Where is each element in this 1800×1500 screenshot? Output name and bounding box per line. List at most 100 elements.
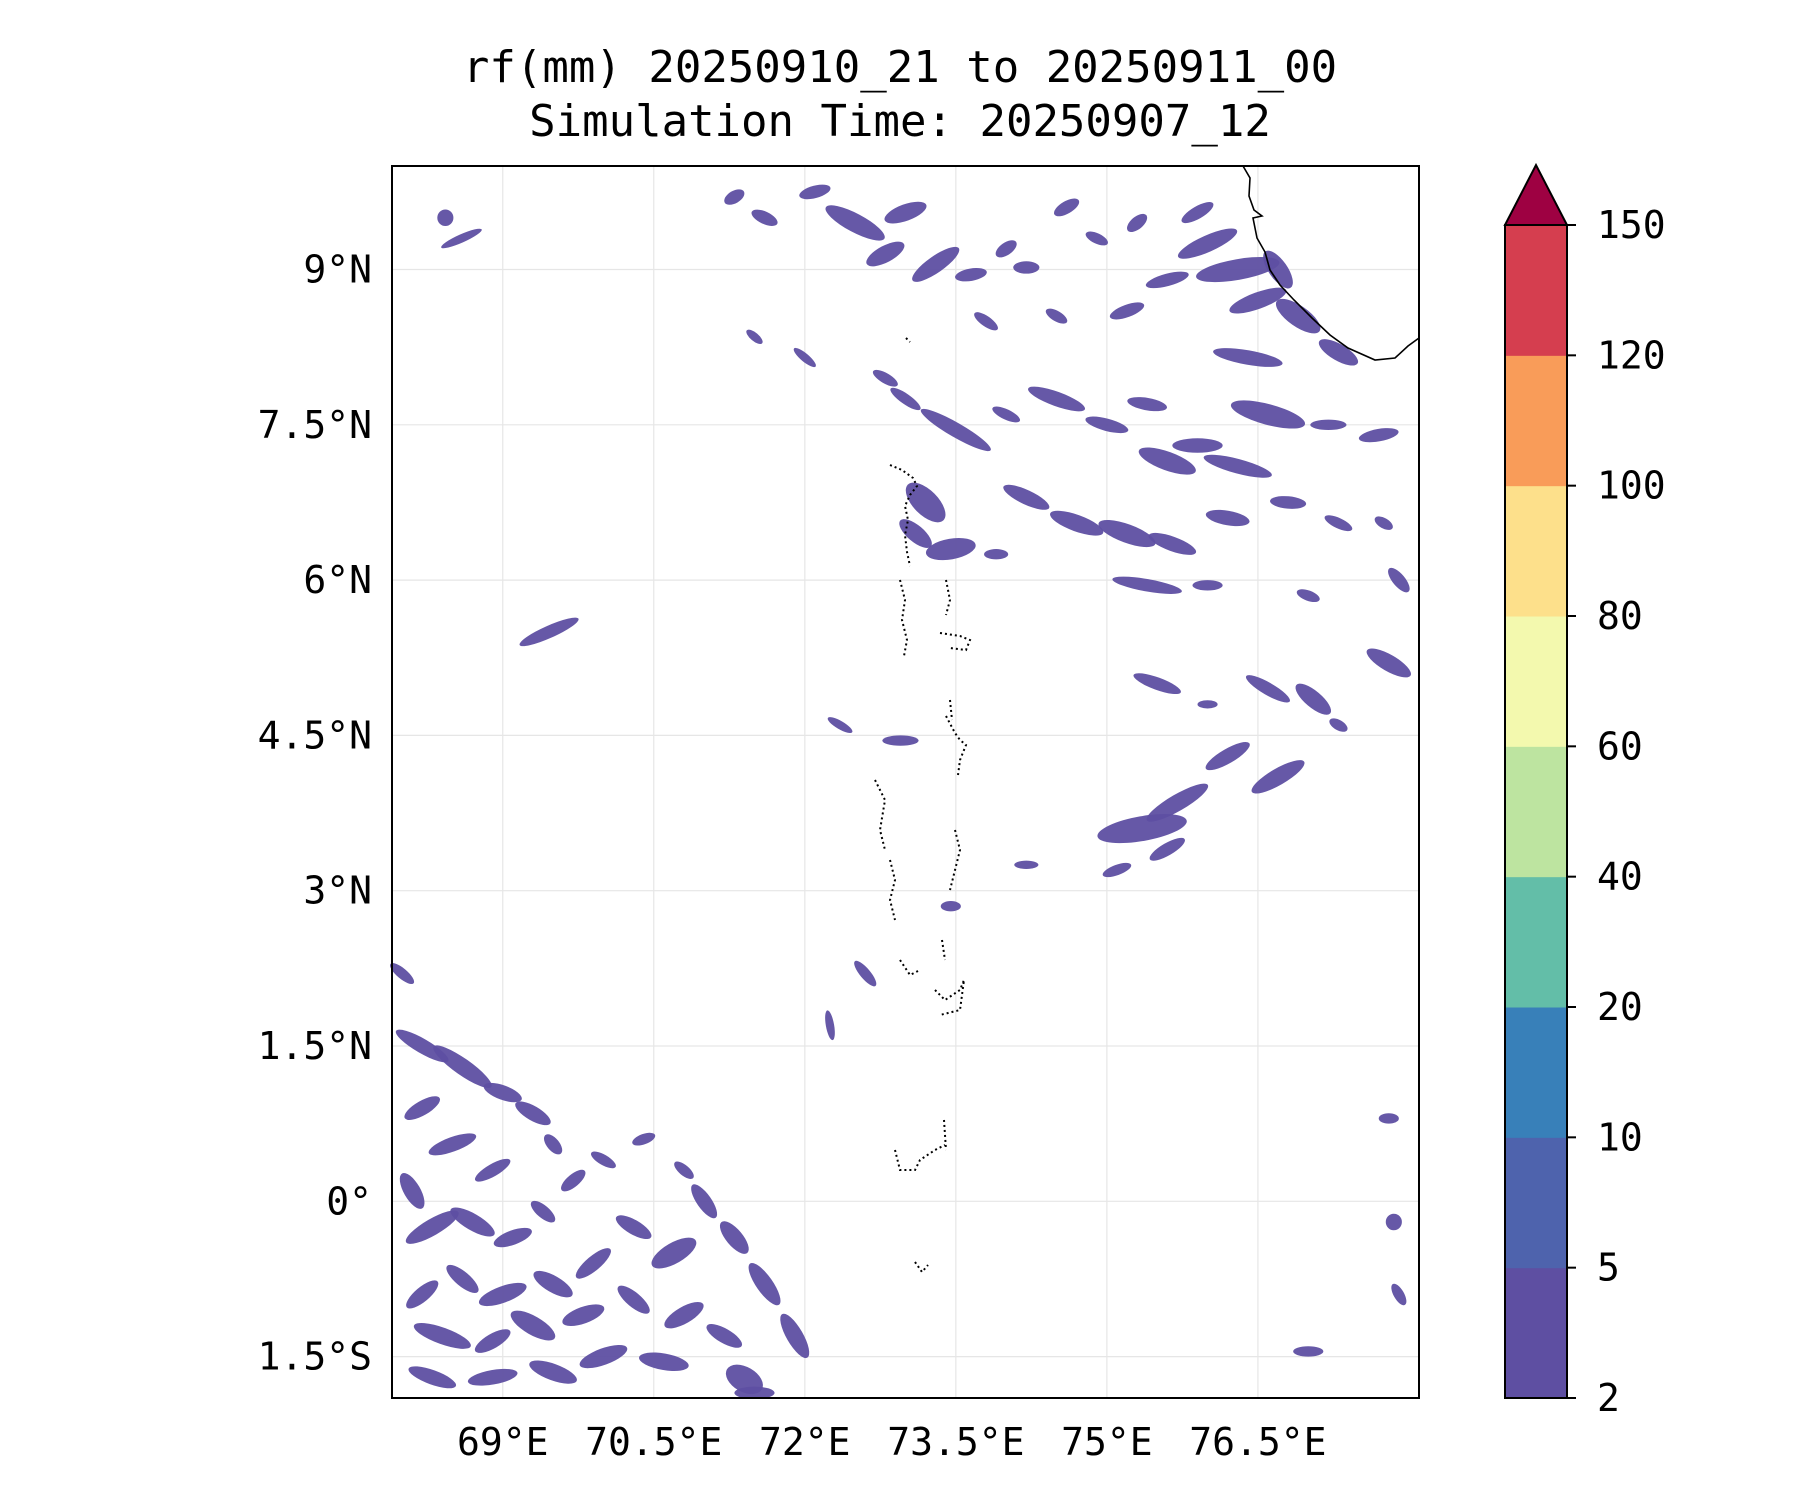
colorbar-segment xyxy=(1505,1007,1567,1138)
rain-patch xyxy=(441,228,482,249)
colorbar-tick-label: 40 xyxy=(1597,855,1643,899)
rain-patch xyxy=(1358,428,1399,443)
rain-patch xyxy=(1366,648,1411,678)
colorbar-extend-arrow xyxy=(1503,162,1569,226)
rain-patch xyxy=(1050,510,1104,536)
rain-patch xyxy=(825,205,885,241)
x-tick-label: 72°E xyxy=(759,1420,851,1464)
rain-patch xyxy=(437,209,454,227)
rain-patch xyxy=(706,1324,743,1348)
rain-patch xyxy=(408,1366,457,1389)
island-outline xyxy=(941,939,946,961)
rain-patch xyxy=(691,1184,718,1219)
island-outline xyxy=(899,959,921,977)
rain-patch xyxy=(1014,860,1039,869)
rain-patch xyxy=(955,267,987,282)
rain-patch xyxy=(925,537,976,561)
x-tick-label: 69°E xyxy=(457,1420,549,1464)
colorbar-labels: 2 5 10 20 40 60 80 100 120 150 xyxy=(1597,203,1666,1420)
rain-patch xyxy=(1109,302,1145,320)
colorbar-segment xyxy=(1505,876,1567,1008)
island-outline xyxy=(943,1119,947,1151)
rain-patch xyxy=(590,1151,616,1169)
rain-patch xyxy=(1192,580,1223,591)
rain-patch xyxy=(404,1096,441,1120)
rain-patch xyxy=(984,549,1009,560)
colorbar-segment xyxy=(1505,1137,1567,1269)
rain-patch xyxy=(1374,516,1393,530)
rain-patch xyxy=(575,1248,611,1279)
rain-patch xyxy=(428,1133,477,1156)
rain-patch xyxy=(995,240,1017,258)
x-tick-label: 75°E xyxy=(1061,1420,1153,1464)
title-line-1: rf(mm) 20250910_21 to 20250911_00 xyxy=(463,42,1337,93)
rain-patch xyxy=(1329,718,1348,732)
rain-patch xyxy=(1003,484,1050,510)
rain-patch xyxy=(1045,308,1068,324)
rain-patch xyxy=(799,184,831,200)
rain-patch xyxy=(474,1329,511,1353)
rain-patch xyxy=(450,1207,495,1237)
rain-patch xyxy=(912,246,960,282)
rain-patch xyxy=(780,1313,810,1359)
rain-patch xyxy=(1127,397,1168,412)
rain-patch xyxy=(719,1221,749,1254)
rain-patch xyxy=(1324,515,1353,532)
rain-patch xyxy=(446,1264,479,1294)
y-axis-labels: 9°N 7.5°N 6°N 4.5°N 3°N 1.5°N 0° 1.5°S xyxy=(258,248,372,1379)
rain-patch xyxy=(1230,400,1306,429)
colorbar-frame xyxy=(1504,224,1568,1399)
colorbar-segment xyxy=(1505,746,1567,878)
rain-patch xyxy=(530,1200,556,1223)
island-outline xyxy=(874,779,887,851)
y-tick-label: 1.5°S xyxy=(258,1335,372,1379)
rain-patch xyxy=(395,1029,449,1063)
rain-patch xyxy=(413,1322,471,1349)
colorbar-tick-label: 10 xyxy=(1597,1115,1643,1159)
rain-patch xyxy=(1177,228,1238,259)
island-outline xyxy=(945,579,952,616)
rain-patch xyxy=(519,617,579,647)
colorbar xyxy=(1503,162,1576,1399)
rain-patch xyxy=(1378,1113,1399,1124)
rain-patch xyxy=(1148,532,1197,555)
rain-patch xyxy=(615,1215,652,1240)
rain-patch xyxy=(651,1237,697,1269)
colorbar-tick-label: 150 xyxy=(1597,203,1666,247)
colorbar-segment xyxy=(1505,616,1567,747)
rain-patch xyxy=(1318,339,1359,366)
map-panel xyxy=(390,165,1420,1400)
island-outline xyxy=(949,699,953,721)
y-tick-label: 6°N xyxy=(303,558,372,602)
rain-patch xyxy=(1172,438,1223,453)
rain-patch xyxy=(533,1270,573,1298)
rain-patch xyxy=(1310,419,1347,430)
rain-patch xyxy=(1181,202,1214,224)
island-outline xyxy=(945,715,968,776)
rain-patch xyxy=(1270,496,1307,509)
rain-patch xyxy=(1205,742,1250,771)
x-tick-label: 73.5°E xyxy=(887,1420,1024,1464)
rain-patch xyxy=(529,1360,577,1384)
rain-patch xyxy=(940,901,961,912)
rain-patch xyxy=(478,1282,527,1307)
rain-patch xyxy=(1245,675,1290,703)
rain-patch xyxy=(882,735,919,746)
colorbar-tick-label: 80 xyxy=(1597,594,1643,638)
rain-patch xyxy=(399,1173,425,1209)
rain-patch xyxy=(974,312,998,331)
island-outline xyxy=(894,1144,946,1171)
rain-patch xyxy=(617,1285,650,1314)
rain-patch xyxy=(1013,261,1040,274)
rain-patch xyxy=(664,1301,704,1329)
colorbar-tick-label: 20 xyxy=(1597,985,1643,1029)
rain-patch xyxy=(1263,250,1293,289)
rain-patch xyxy=(515,1101,551,1126)
rain-patch xyxy=(1229,287,1287,314)
rain-patch xyxy=(1085,416,1129,434)
island-outlines xyxy=(874,337,972,1274)
rain-patch xyxy=(560,1169,586,1192)
island-outline xyxy=(934,979,965,1016)
map-background xyxy=(392,166,1419,1398)
rain-patch xyxy=(1391,1283,1407,1306)
